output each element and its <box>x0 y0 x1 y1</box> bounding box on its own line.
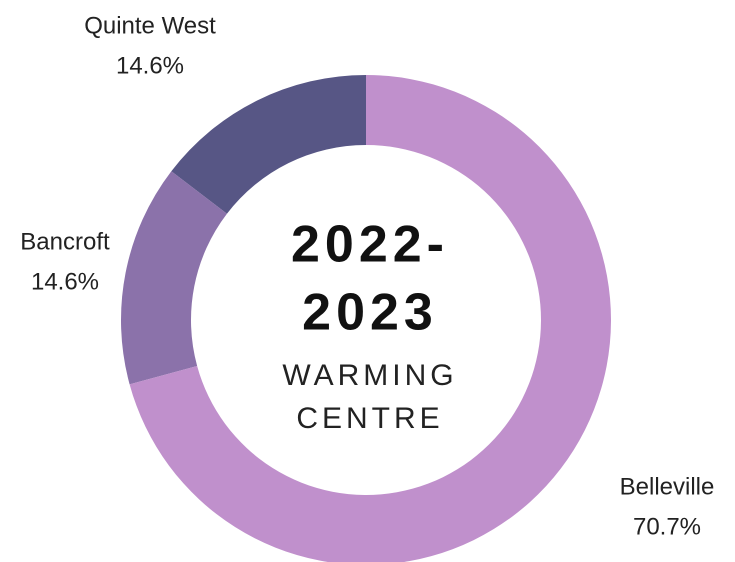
center-subtitle: CENTRE <box>296 402 443 435</box>
segment-label: Quinte West <box>84 12 216 39</box>
center-title: 2023 <box>302 284 438 342</box>
donut-segment <box>171 75 366 214</box>
segment-value-label: 14.6% <box>116 52 184 79</box>
segment-label: Bancroft <box>20 228 110 255</box>
donut-segment <box>129 75 611 562</box>
donut-segment <box>121 171 227 385</box>
segment-value-label: 70.7% <box>633 513 701 540</box>
center-subtitle: WARMING <box>282 359 457 392</box>
segment-value-label: 14.6% <box>31 268 99 295</box>
segment-label: Belleville <box>620 473 715 500</box>
center-title: 2022- <box>291 216 449 274</box>
